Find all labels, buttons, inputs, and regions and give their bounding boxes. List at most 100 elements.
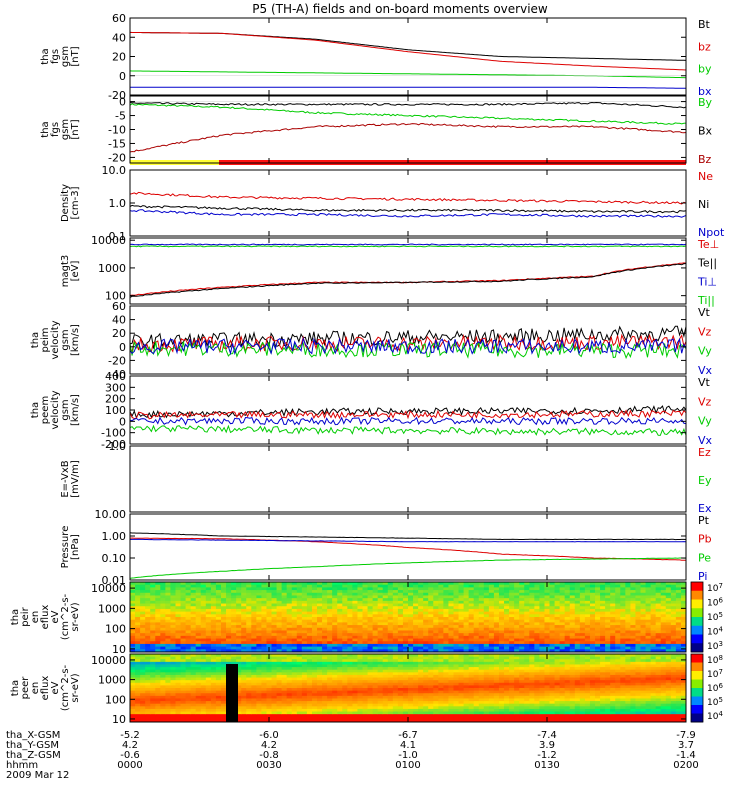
y-axis-label: [nPa] <box>70 534 81 560</box>
heatmap-cell <box>372 706 379 710</box>
heatmap-cell <box>387 714 394 718</box>
heatmap-cell <box>584 633 591 637</box>
heatmap-cell <box>251 664 257 668</box>
heatmap-cell <box>473 611 480 615</box>
heatmap-cell <box>135 627 141 632</box>
heatmap-cell <box>311 627 318 632</box>
heatmap-cell <box>605 646 611 650</box>
heatmap-cell <box>190 611 197 615</box>
heatmap-cell <box>317 706 323 710</box>
heatmap-cell <box>397 635 404 640</box>
heatmap-cell <box>226 614 232 618</box>
heatmap-cell <box>145 649 151 652</box>
heatmap-cell <box>180 667 187 671</box>
heatmap-cell <box>514 600 520 605</box>
heatmap-cell <box>317 698 323 702</box>
heatmap-cell <box>665 622 672 626</box>
heatmap-cell <box>170 659 177 663</box>
heatmap-cell <box>311 608 318 613</box>
heatmap-cell <box>347 582 353 586</box>
heatmap-cell <box>296 643 303 648</box>
heatmap-cell <box>185 719 192 722</box>
heatmap-cell <box>615 619 621 623</box>
heatmap-cell <box>392 667 399 671</box>
heatmap-cell <box>458 719 465 722</box>
plot-area <box>130 405 686 436</box>
legend-label: Ti|| <box>697 294 715 307</box>
heatmap-cell <box>423 714 429 718</box>
heatmap-cell <box>665 617 672 621</box>
heatmap-cell <box>549 606 556 610</box>
heatmap-cell <box>266 622 273 626</box>
heatmap-cell <box>665 625 672 629</box>
heatmap-cell <box>584 600 591 605</box>
heatmap-cell <box>215 716 222 720</box>
heatmap-cell <box>337 641 343 645</box>
series-Bx-line <box>130 101 686 109</box>
heatmap-cell <box>595 595 601 599</box>
heatmap-cell <box>261 600 268 605</box>
heatmap-cell <box>200 674 207 679</box>
heatmap-cell <box>195 690 202 694</box>
heatmap-cell <box>382 617 389 621</box>
heatmap-cell <box>231 635 237 640</box>
heatmap-cell <box>256 703 263 707</box>
heatmap-cell <box>564 614 571 618</box>
heatmap-cell <box>236 682 242 686</box>
heatmap-cell <box>286 643 293 648</box>
heatmap-cell <box>281 656 288 660</box>
heatmap-cell <box>488 614 495 618</box>
heatmap-cell <box>215 708 222 713</box>
heatmap-cell <box>519 635 525 640</box>
heatmap-cell <box>140 622 146 626</box>
heatmap-cell <box>195 664 202 668</box>
heatmap-cell <box>463 606 470 610</box>
heatmap-cell <box>574 630 581 634</box>
heatmap-cell <box>468 664 475 668</box>
heatmap-cell <box>210 643 217 648</box>
heatmap-cell <box>615 584 621 588</box>
heatmap-cell <box>352 582 359 586</box>
heatmap-cell <box>402 622 409 626</box>
heatmap-cell <box>554 595 561 599</box>
heatmap-cell <box>246 635 252 640</box>
colorbar-label: 105 <box>707 611 723 623</box>
heatmap-cell <box>382 654 389 658</box>
heatmap-cell <box>301 719 308 722</box>
heatmap-cell <box>296 690 303 694</box>
heatmap-cell <box>519 608 525 613</box>
heatmap-cell <box>276 682 283 686</box>
heatmap-cell <box>251 672 257 676</box>
heatmap-cell <box>317 595 323 599</box>
heatmap-cell <box>337 701 343 705</box>
heatmap-cell <box>418 638 424 642</box>
heatmap-cell <box>347 619 353 623</box>
heatmap-cell <box>236 719 242 722</box>
heatmap-cell <box>327 680 333 684</box>
heatmap-cell <box>130 638 136 642</box>
heatmap-cell <box>322 635 328 640</box>
heatmap-cell <box>478 592 485 597</box>
heatmap-cell <box>524 633 530 637</box>
heatmap-cell <box>165 701 172 705</box>
legend-label: Pt <box>698 514 710 527</box>
heatmap-cell <box>509 608 515 613</box>
heatmap-cell <box>387 595 394 599</box>
heatmap-cell <box>220 680 227 684</box>
heatmap-cell <box>281 582 288 586</box>
heatmap-cell <box>327 698 333 702</box>
heatmap-cell <box>140 711 146 715</box>
heatmap-cell <box>397 646 404 650</box>
heatmap-cell <box>220 590 227 594</box>
heatmap-cell <box>438 664 444 668</box>
heatmap-cell <box>246 641 252 645</box>
heatmap-cell <box>165 716 172 720</box>
heatmap-cell <box>665 630 672 634</box>
heatmap-cell <box>625 649 631 652</box>
heatmap-cell <box>595 590 601 594</box>
heatmap-cell <box>367 608 374 613</box>
heatmap-cell <box>392 682 399 686</box>
heatmap-cell <box>473 584 480 588</box>
heatmap-cell <box>448 654 455 658</box>
heatmap-cell <box>327 608 333 613</box>
